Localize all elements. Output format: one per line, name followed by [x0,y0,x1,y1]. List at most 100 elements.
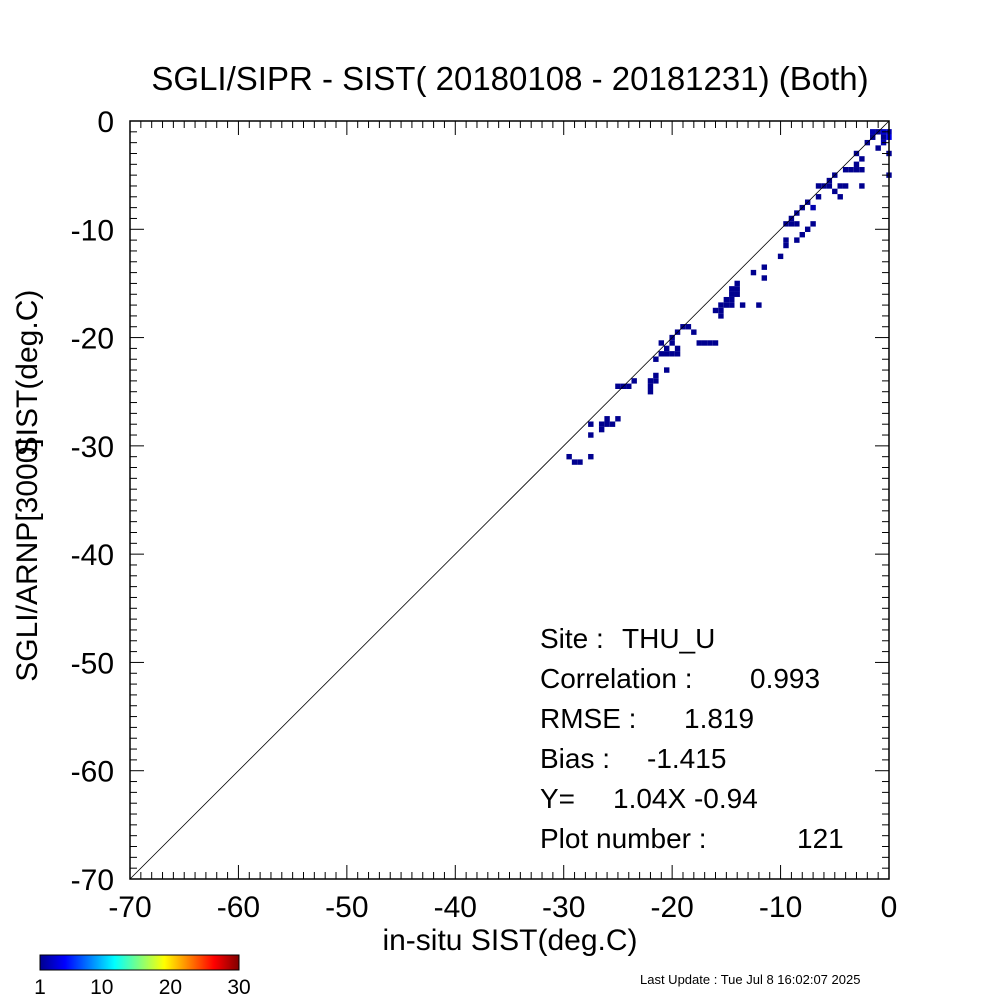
heatmap-cell [826,183,833,189]
heatmap-cell [604,421,610,427]
heatmap-cell [761,264,768,270]
stat-rmse-value: 1.819 [684,703,754,734]
x-tick-label: -10 [759,891,802,924]
heatmap-cell [647,383,654,389]
colorbar-tick-label: 30 [227,976,250,999]
stat-rmse-label: RMSE : [540,703,636,734]
heatmap-cell [756,302,762,308]
heatmap-cell [674,351,681,357]
heatmap-cell [685,324,692,330]
x-tick-label: -60 [217,891,260,924]
heatmap-cell [853,161,860,168]
heatmap-cell [783,237,789,243]
axis-tick-labels: -70 -60 -50 -40 -30 -20 -10 0 0 -10 -20 -30 -40 -50 -6… [71,106,898,924]
heatmap-cell [712,340,719,346]
heatmap-cell [598,421,605,427]
y-tick-label: -30 [71,431,114,464]
heatmap-cell [609,421,616,427]
heatmap-cell [626,383,632,389]
x-tick-label: -70 [108,891,151,924]
heatmap-cell [696,340,702,346]
stat-regression-value: 1.04X -0.94 [613,783,758,814]
stat-regression-label: Y= [540,783,575,814]
stat-site-value: THU_U [622,623,715,654]
heatmap-cell [837,183,843,189]
heatmap-cell [647,378,654,384]
stat-correlation-value: 0.993 [750,663,820,694]
last-update: Last Update : Tue Jul 8 16:02:07 2025 [640,972,860,987]
heatmap-cell [604,416,610,422]
heatmap-cell [653,372,659,379]
stat-bias-value: -1.415 [647,743,726,774]
heatmap-cell [718,313,724,319]
y-tick-label: -20 [71,323,114,356]
heatmap-cell [734,280,740,287]
chart-title: SGLI/SIPR - SIST( 20180108 - 20181231) (… [151,60,868,97]
heatmap-cell [859,183,865,189]
heatmap-cell [691,329,697,335]
heatmap-cell [853,167,860,173]
heatmap-cell [718,307,724,314]
heatmap-cell [739,302,746,308]
heatmap-cell [848,167,854,173]
colorbar-tick-label: 1 [34,976,46,999]
heatmap-cell [810,221,816,227]
heatmap-cell [658,351,665,357]
heatmap-cell [664,345,670,352]
x-tick-label: -40 [434,891,477,924]
stat-plot-number-value: 121 [797,823,844,854]
heatmap-cells [566,129,892,465]
y-tick-label: -10 [71,214,114,247]
heatmap-cell [588,453,594,460]
x-tick-label: 0 [881,891,898,924]
heatmap-cell [734,291,740,297]
stat-correlation-label: Correlation : [540,663,693,694]
heatmap-cell [815,183,822,189]
stats-box: Site : THU_U Correlation : 0.993 RMSE : … [540,623,844,854]
heatmap-cell [712,307,719,314]
heatmap-cell [729,291,735,297]
heatmap-cell [674,345,681,352]
heatmap-cell [794,237,800,243]
heatmap-cell [669,351,675,357]
heatmap-cell [815,194,822,200]
colorbar-tick-label: 10 [90,976,113,999]
heatmap-cell [588,421,594,427]
heatmap-cell [750,269,757,276]
heatmap-cell [794,221,800,227]
heatmap-cell [783,242,789,249]
y-tick-label: 0 [97,106,114,139]
heatmap-cell [615,383,621,389]
stat-site-label: Site : [540,623,604,654]
heatmap-cell [566,453,572,460]
x-tick-label: -20 [650,891,693,924]
heatmap-cell [577,459,583,465]
x-tick-label: -30 [542,891,585,924]
heatmap-cell [842,183,849,189]
heatmap-cell [664,367,670,373]
heatmap-cell [707,340,713,346]
heatmap-cell [832,188,838,195]
heatmap-cell [598,426,605,433]
identity-line [129,120,890,880]
heatmap-cell [723,296,730,303]
axis-ticks [129,120,890,880]
y-axis-label-line1: SGLI/ARNP[3000] [11,438,44,681]
y-tick-label: -40 [71,539,114,572]
heatmap-cell [859,167,865,173]
heatmap-cell [810,204,816,211]
y-axis-label-line2: SIST(deg.C) [11,290,44,457]
y-tick-label: -70 [71,864,114,897]
stat-bias-label: Bias : [540,743,610,774]
heatmap-cell [859,156,865,162]
colorbar-ticks: 1 10 20 30 [34,976,251,999]
heatmap-cell [615,416,621,422]
heatmap-cell [669,340,675,346]
heatmap-cell [804,226,811,232]
heatmap-cell [729,286,735,292]
x-tick-label: -50 [325,891,368,924]
heatmap-cell [631,378,637,384]
heatmap-cell [875,145,881,151]
heatmap-cell [880,134,887,140]
